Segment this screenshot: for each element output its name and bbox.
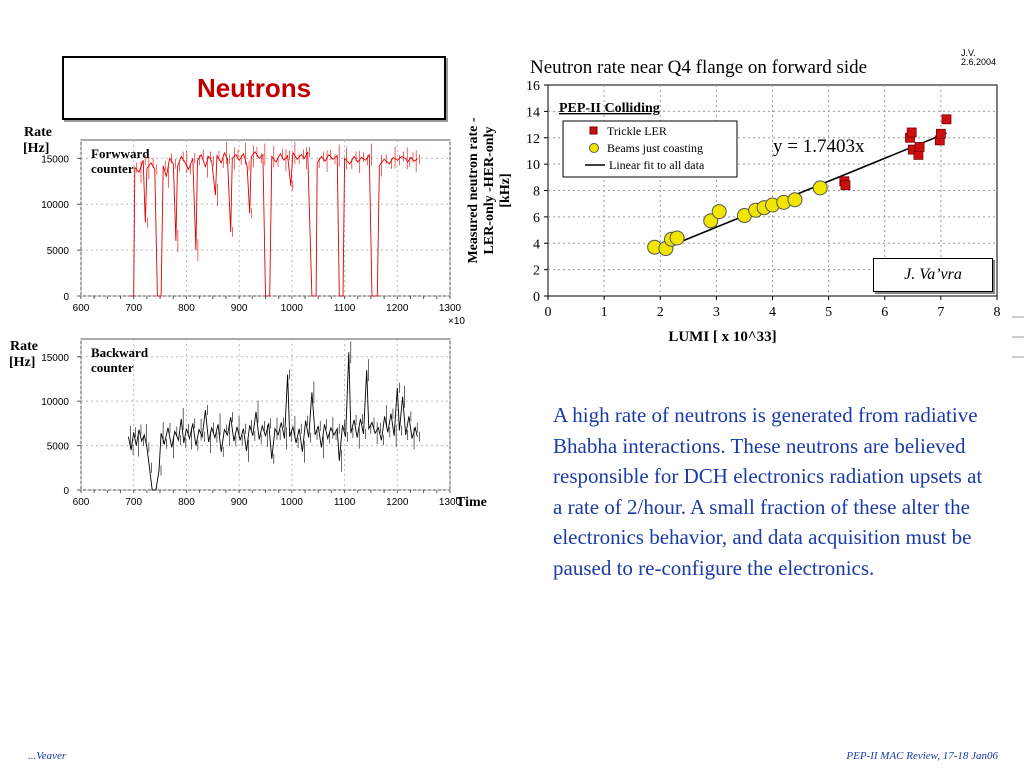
signature-line-2: 2.6.2004 [961,57,997,67]
y-tick-label: 0 [63,486,69,497]
y-tick-label: 15000 [41,353,69,364]
x-tick-label: 900 [231,497,248,508]
y-tick-label: 15000 [41,154,69,165]
plot-frame [80,139,451,297]
counter-rate-line [127,352,418,491]
x-tick-label: 0 [545,305,552,320]
counter-rate-line [131,151,418,297]
y-tick-label: 8 [533,185,540,200]
x-tick-label: 1300 [439,497,462,508]
y-axis-label: LER-only -HER-only [482,127,497,255]
coasting-point [703,213,719,229]
x-tick-label: 4 [769,305,776,320]
credit-box: J. Va’vra [873,258,993,292]
y-axis-label: [Hz] [23,141,49,156]
x-tick-label: 900 [231,303,248,314]
counter-name-label: counter [91,161,134,176]
y-tick-label: 6 [533,211,540,226]
fit-equation: y = 1.7403x [773,136,865,157]
trickle-point [906,127,917,138]
scatter-title: Neutron rate near Q4 flange on forward s… [530,57,867,78]
signature: J.V. 2.6.2004 [961,49,996,67]
y-tick-label: 12 [526,132,540,147]
y-axis-label: [kHz] [498,173,513,207]
x-tick-label: 1000 [281,303,304,314]
x-axis-label: LUMI [ x 10^33] [668,329,776,345]
legend-trickle-marker [589,126,598,135]
y-tick-label: 10 [526,158,540,173]
trickle-point [941,114,952,125]
y-axis-label: Rate [24,125,52,140]
x-axis-label: Time [456,495,487,510]
y-tick-label: 2 [533,264,540,279]
y-axis-label: Rate [10,339,38,354]
legend-trickle-label: Trickle LER [607,124,667,138]
footer-right: PEP-II MAC Review, 17-18 Jan06 [846,750,998,762]
legend-coasting-label: Beams just coasting [607,141,703,155]
x-tick-label: 700 [125,497,142,508]
x-tick-label: 600 [73,497,90,508]
x-tick-label: 800 [178,303,195,314]
trickle-point [840,180,851,191]
y-tick-label: 0 [533,290,540,305]
y-tick-label: 5000 [47,442,70,453]
y-tick-label: 14 [526,105,540,120]
x-tick-label: 1000 [281,497,304,508]
scroll-mark [1012,336,1024,338]
x-tick-label: 1300 [439,303,462,314]
y-tick-label: 10000 [41,397,69,408]
forward-counter-chart: 600 700 800 900 1000 1100 1200 1300 15000 10000 50… [23,125,465,327]
x-scale-note: ×10 [448,316,465,327]
x-tick-label: 2 [657,305,664,320]
x-tick-label: 1 [601,305,608,320]
y-tick-label: 10000 [41,200,69,211]
x-tick-label: 1200 [386,497,409,508]
backward-counter-plot: 600 700 800 900 1000 1100 1200 1300 15000 10000 50… [0,336,505,534]
scroll-mark [1012,356,1024,358]
neutron-rate-scatter-plot: Neutron rate near Q4 flange on forward s… [455,46,1015,351]
legend-fit-label: Linear fit to all data [609,158,705,172]
credit-text: J. Va’vra [904,266,962,283]
footer-left: ...Veaver [28,750,67,762]
x-tick-label: 7 [937,305,944,320]
linear-fit-line [654,132,947,254]
trickle-point [914,142,925,152]
x-tick-label: 3 [713,305,720,320]
legend-coasting-marker [589,143,599,153]
x-tick-label: 700 [125,303,142,314]
x-tick-label: 1100 [334,303,356,314]
neutron-rate-scatter-chart: Neutron rate near Q4 flange on forward s… [466,57,1001,345]
slide-title-box: Neutrons [62,56,446,120]
x-tick-label: 5 [825,305,832,320]
x-tick-label: 1100 [334,497,356,508]
trickle-point [935,128,946,139]
coasting-point [812,180,828,196]
x-tick-label: 800 [178,497,195,508]
counter-name-label: Forwward [91,146,150,161]
counter-name-label: Backward [91,345,149,360]
counter-name-label: counter [91,360,134,375]
coasting-point [711,204,727,220]
x-tick-label: 600 [73,303,90,314]
plot-frame [80,338,451,491]
scroll-mark [1012,316,1024,318]
y-tick-label: 4 [533,237,540,252]
x-tick-label: 1200 [386,303,409,314]
x-tick-label: 6 [881,305,888,320]
signature-line-1: J.V. [961,48,976,58]
x-tick-label: 8 [994,305,1001,320]
y-tick-label: 5000 [47,246,70,257]
forward-counter-plot: 600 700 800 900 1000 1100 1200 1300 15000 10000 50… [0,118,470,333]
slide-title: Neutrons [196,72,312,103]
y-axis-label: Measured neutron rate - [466,117,481,263]
scatter-subtitle: PEP-II Colliding [559,101,660,116]
y-tick-label: 16 [526,79,540,94]
description-paragraph: A high rate of neutrons is generated fro… [553,403,983,580]
coasting-point [669,230,685,246]
y-tick-label: 0 [63,292,69,303]
backward-counter-chart: 600 700 800 900 1000 1100 1200 1300 15000 10000 50… [9,338,487,510]
coasting-point [787,192,803,208]
y-axis-label: [Hz] [9,355,35,370]
